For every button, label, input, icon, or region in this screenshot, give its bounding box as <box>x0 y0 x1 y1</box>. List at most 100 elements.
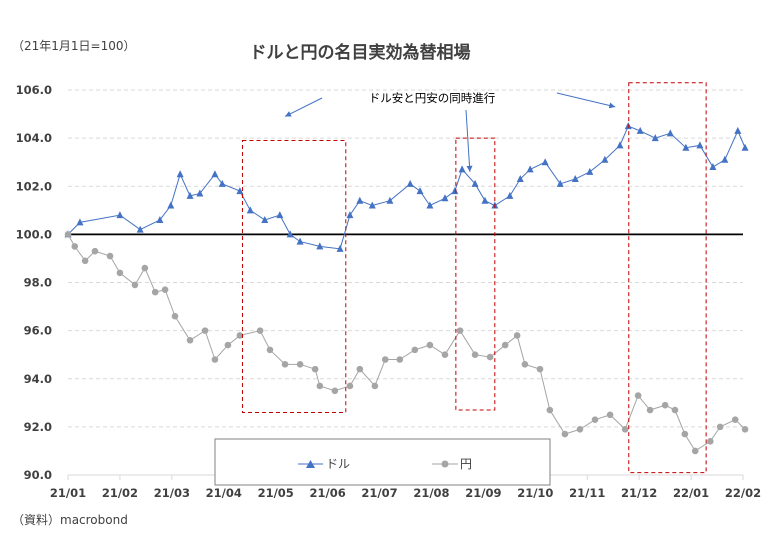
data-point-yen <box>151 288 159 296</box>
data-point-yen <box>513 332 521 339</box>
data-point-dollar <box>76 218 84 226</box>
data-point-dollar <box>651 134 659 142</box>
data-point-yen <box>661 401 669 409</box>
x-tick-label: 21/04 <box>206 486 242 500</box>
data-point-dollar <box>416 187 424 195</box>
data-point-yen <box>161 286 169 294</box>
data-point-dollar <box>316 242 324 250</box>
x-tick-label: 21/09 <box>465 486 501 500</box>
data-point-yen <box>501 341 509 349</box>
series-layer <box>64 122 749 455</box>
data-point-dollar <box>346 211 354 219</box>
data-point-dollar <box>386 196 394 204</box>
x-tick-label: 21/05 <box>258 486 294 500</box>
data-point-yen <box>471 351 479 358</box>
data-point-yen <box>716 423 724 431</box>
data-point-yen <box>731 416 739 423</box>
data-point-yen <box>706 438 714 445</box>
annotation-box <box>628 82 707 474</box>
series-line-dollar <box>67 125 746 250</box>
data-point-yen <box>561 430 569 438</box>
x-tick-label: 21/06 <box>310 486 346 500</box>
legend-label-dollar: ドル <box>326 457 350 471</box>
data-point-yen <box>396 356 404 363</box>
annotation-box <box>241 140 347 413</box>
x-tick-label: 21/01 <box>50 486 86 500</box>
data-point-yen <box>211 356 219 363</box>
data-point-dollar <box>218 179 226 187</box>
data-point-dollar <box>167 201 175 209</box>
data-point-yen <box>536 365 544 373</box>
legend: ドル 円 <box>214 438 551 486</box>
y-tick-label: 92.0 <box>24 420 52 434</box>
data-point-dollar <box>601 155 609 163</box>
x-tick-label: 21/11 <box>569 486 605 500</box>
data-point-dollar <box>709 163 717 170</box>
data-point-dollar <box>356 196 364 204</box>
data-point-yen <box>671 406 679 414</box>
data-point-dollar <box>236 187 244 195</box>
data-point-dollar <box>636 126 644 134</box>
data-point-yen <box>91 247 99 255</box>
data-point-dollar <box>406 179 414 187</box>
legend-label-yen: 円 <box>460 457 472 471</box>
x-tick-label: 21/03 <box>154 486 190 500</box>
data-point-yen <box>236 332 244 339</box>
data-point-yen <box>441 351 449 358</box>
data-point-yen <box>381 356 389 363</box>
data-point-dollar <box>211 170 219 178</box>
data-point-yen <box>296 361 304 368</box>
data-point-yen <box>546 406 554 414</box>
y-tick-label: 90.0 <box>24 468 52 482</box>
data-point-yen <box>64 231 72 238</box>
x-tick-label: 21/12 <box>621 486 657 500</box>
data-point-dollar <box>368 201 376 209</box>
x-tick-label: 21/10 <box>517 486 553 500</box>
data-point-yen <box>486 353 494 361</box>
y-tick-label: 96.0 <box>24 324 52 338</box>
data-point-yen <box>591 416 599 423</box>
data-point-yen <box>346 382 354 390</box>
x-tick-label: 22/02 <box>725 486 761 500</box>
annotation-arrow <box>556 92 616 109</box>
y-tick-label: 94.0 <box>24 372 52 386</box>
data-point-dollar <box>176 170 184 178</box>
data-point-yen <box>266 346 274 354</box>
x-tick-label: 21/08 <box>413 486 449 500</box>
legend-box <box>214 438 551 486</box>
data-point-yen <box>646 406 654 414</box>
annotation-text: ドル安と円安の同時進行 <box>369 91 496 105</box>
annotations: ドル安と円安の同時進行 <box>241 82 707 474</box>
data-point-yen <box>171 312 179 320</box>
data-point-dollar <box>624 122 632 130</box>
legend-triangle-icon <box>306 460 315 468</box>
series-line-yen <box>67 234 746 452</box>
data-point-dollar <box>186 191 194 199</box>
data-point-dollar <box>116 211 124 219</box>
y-unit-label: （21年1月1日=100） <box>12 39 136 53</box>
annotation-arrow <box>465 109 473 172</box>
data-point-yen <box>311 365 319 373</box>
data-point-dollar <box>451 187 459 195</box>
data-point-yen <box>256 327 264 334</box>
data-point-dollar <box>741 143 749 151</box>
y-tick-label: 100.0 <box>16 227 52 241</box>
x-tick-label: 21/02 <box>102 486 138 500</box>
data-point-yen <box>71 243 79 250</box>
data-point-dollar <box>696 141 704 149</box>
y-tick-label: 102.0 <box>16 179 52 193</box>
data-point-yen <box>456 327 464 334</box>
data-point-dollar <box>506 191 514 199</box>
annotation-arrow <box>284 97 323 117</box>
data-point-dollar <box>441 194 449 202</box>
data-point-dollar <box>136 225 144 233</box>
data-point-dollar <box>286 230 294 238</box>
data-point-dollar <box>261 215 269 223</box>
data-point-yen <box>691 447 699 455</box>
data-point-yen <box>316 382 324 390</box>
data-point-dollar <box>571 175 579 183</box>
data-point-yen <box>186 336 194 344</box>
data-point-yen <box>521 361 529 368</box>
